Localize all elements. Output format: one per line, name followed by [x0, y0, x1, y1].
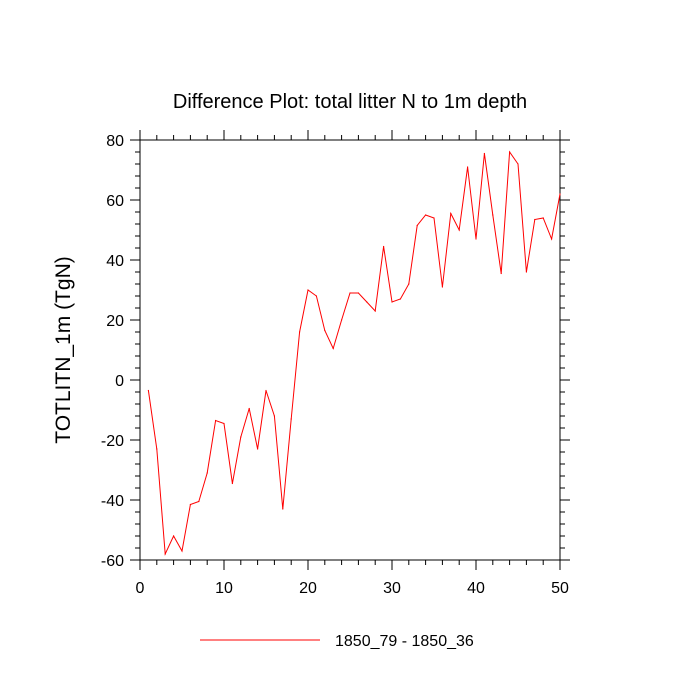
data-point	[408, 283, 410, 285]
data-point	[483, 152, 485, 155]
data-point	[273, 415, 275, 417]
data-point	[198, 500, 200, 503]
y-axis-label: TOTLITN_1m (TgN)	[52, 256, 75, 443]
data-point	[324, 329, 326, 332]
data-point	[366, 301, 368, 303]
data-point	[164, 553, 166, 555]
data-point	[500, 272, 502, 275]
data-point	[492, 214, 494, 216]
data-point	[147, 389, 149, 392]
x-tick-label: 10	[215, 580, 233, 597]
x-tick-label: 0	[136, 580, 145, 597]
tick-labels: 0 10 20 30 40 50 -60 -40 -20 0 20 40 60 80	[101, 133, 569, 597]
y-tick-label: 0	[115, 373, 124, 390]
data-point	[215, 419, 217, 422]
x-tick-label: 30	[383, 580, 401, 597]
data-point	[332, 347, 334, 350]
y-tick-label: -40	[101, 493, 124, 510]
data-point	[307, 289, 309, 291]
data-point	[391, 301, 393, 303]
x-tick-label: 50	[551, 580, 569, 597]
data-point	[257, 448, 259, 450]
data-point	[282, 508, 284, 510]
data-point	[189, 503, 191, 506]
x-tick-label: 40	[467, 580, 485, 597]
data-point	[542, 217, 544, 219]
data-point	[458, 229, 460, 231]
data-point	[240, 436, 242, 438]
data-point	[156, 448, 158, 450]
y-tick-label: -60	[101, 553, 124, 570]
y-tick-label: 80	[106, 133, 124, 150]
data-point	[551, 238, 553, 240]
y-tick-label: 60	[106, 193, 124, 210]
data-point	[374, 310, 376, 312]
data-point	[559, 193, 561, 195]
data-point	[399, 298, 401, 300]
data-point	[341, 319, 343, 321]
y-tick-label: 40	[106, 253, 124, 270]
data-point	[475, 238, 477, 240]
data-point	[357, 292, 359, 294]
data-point	[467, 166, 469, 168]
data-point	[231, 482, 233, 485]
chart-title: Difference Plot: total litter N to 1m de…	[173, 91, 527, 113]
data-point	[383, 245, 385, 248]
data-point	[299, 331, 301, 333]
data-point	[349, 292, 351, 294]
data-point	[425, 214, 427, 216]
data-point	[181, 550, 183, 552]
axis-ticks	[130, 130, 570, 570]
data-point	[223, 422, 225, 425]
data-point	[265, 389, 267, 392]
y-tick-label: -20	[101, 433, 124, 450]
x-tick-label: 20	[299, 580, 317, 597]
data-point	[517, 163, 519, 165]
data-point	[416, 224, 418, 227]
data-point	[433, 217, 435, 219]
data-point	[525, 271, 528, 273]
legend-label: 1850_79 - 1850_36	[335, 633, 474, 650]
data-point	[315, 295, 317, 297]
plot-frame	[139, 139, 561, 561]
legend: 1850_79 - 1850_36	[200, 633, 474, 650]
series-line	[147, 150, 561, 556]
data-point	[173, 535, 175, 537]
data-point	[534, 218, 536, 221]
data-point	[290, 418, 292, 420]
data-point	[248, 407, 250, 410]
y-tick-label: 20	[106, 313, 124, 330]
data-point	[441, 286, 443, 288]
data-point	[509, 151, 511, 153]
data-point	[206, 472, 208, 474]
data-point	[450, 212, 452, 215]
series-layer	[147, 150, 561, 556]
